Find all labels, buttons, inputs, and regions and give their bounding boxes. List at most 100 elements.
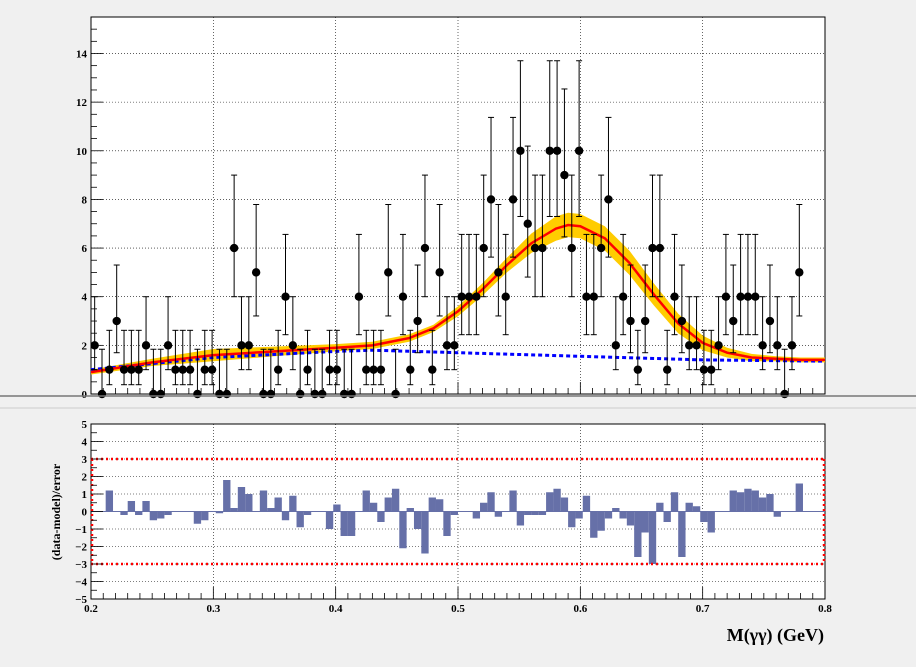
data-marker [721, 292, 731, 301]
data-point [538, 174, 547, 298]
data-point [281, 233, 290, 336]
pull-bar [531, 511, 539, 515]
pull-bar [612, 508, 620, 512]
data-marker [163, 341, 173, 350]
data-marker [112, 316, 121, 326]
pull-bars [91, 480, 825, 564]
data-point [406, 329, 415, 386]
data-marker [692, 341, 701, 350]
data-marker [134, 365, 143, 374]
x-tick-label: 0.5 [451, 603, 465, 615]
pull-bar [575, 511, 583, 519]
data-point [707, 329, 716, 386]
data-point [207, 329, 217, 386]
data-point [472, 233, 481, 336]
data-point [244, 296, 254, 371]
y-tick-label: 2 [82, 472, 88, 484]
pull-bar [538, 511, 547, 515]
data-marker [677, 316, 687, 326]
pull-bar [773, 511, 781, 517]
data-marker [354, 292, 364, 301]
data-point [560, 88, 569, 238]
data-point [251, 203, 261, 317]
data-marker [156, 389, 165, 399]
pull-bar [289, 495, 297, 512]
y-tick-label: 4 [82, 292, 88, 304]
data-marker [626, 316, 635, 326]
data-marker [494, 268, 503, 277]
data-marker [384, 268, 393, 277]
pull-bar [223, 480, 231, 512]
pull-bar [582, 495, 591, 512]
data-point [112, 264, 121, 354]
data-point [362, 329, 371, 386]
pull-bar [670, 492, 679, 512]
data-marker [501, 292, 510, 301]
y-tick-label: 14 [76, 48, 88, 60]
data-point [582, 233, 591, 336]
pull-bar [303, 511, 312, 515]
pull-bar [406, 508, 414, 512]
data-marker [347, 389, 356, 399]
data-marker [538, 243, 547, 253]
data-point [273, 329, 283, 386]
pull-bar [384, 497, 392, 512]
x-tick-label: 0.8 [818, 603, 832, 615]
data-marker [567, 243, 576, 253]
data-marker [707, 365, 716, 374]
data-point [163, 296, 173, 371]
data-point [662, 329, 672, 386]
data-marker [222, 389, 231, 399]
data-point [420, 174, 430, 298]
data-point [450, 296, 459, 371]
pull-bar [391, 488, 400, 512]
data-marker [105, 365, 114, 374]
data-point [640, 264, 650, 354]
pull-bar [663, 511, 671, 522]
data-marker [119, 365, 129, 374]
data-marker [685, 341, 694, 350]
data-point [501, 233, 510, 336]
pull-panel: −5 −4 −3 −2 −1 0 1 2 3 4 5 0.2 0.3 0.4 0.5 0.6 0.7 0.8 (… [49, 419, 832, 646]
data-point [508, 116, 518, 258]
data-marker [560, 170, 569, 180]
data-marker [288, 341, 298, 350]
data-point [685, 296, 694, 371]
pull-bar [120, 511, 128, 515]
pull-bar [487, 492, 495, 512]
pull-bar [656, 502, 664, 512]
pull-bar [347, 511, 356, 536]
data-point [229, 174, 239, 298]
pull-bar [369, 502, 378, 512]
data-point [721, 233, 731, 336]
data-marker [362, 365, 371, 374]
data-marker [736, 292, 745, 301]
data-point [714, 296, 723, 371]
pull-bar [692, 506, 701, 512]
data-marker [376, 365, 386, 374]
pull-bar [707, 511, 715, 533]
data-marker [472, 292, 481, 301]
data-marker [699, 365, 709, 374]
pull-bar [421, 511, 429, 554]
pull-bar [105, 490, 114, 512]
data-point [171, 329, 180, 386]
data-marker [611, 341, 621, 350]
pull-bar [472, 511, 481, 519]
data-marker [266, 389, 276, 399]
data-marker [237, 341, 246, 350]
pull-bar [516, 511, 525, 526]
pull-bar [135, 511, 143, 515]
y-tick-label: −2 [75, 542, 87, 554]
data-marker [618, 292, 628, 301]
y-axis-title: (data-model)/error [49, 463, 63, 560]
data-marker [574, 146, 584, 155]
fit-panel-x-ticks [90, 382, 826, 394]
y-tick-label: −4 [75, 577, 87, 589]
data-point [530, 174, 540, 298]
data-point [604, 116, 613, 258]
data-point [127, 329, 136, 386]
data-point [303, 329, 312, 386]
data-marker [281, 292, 290, 301]
